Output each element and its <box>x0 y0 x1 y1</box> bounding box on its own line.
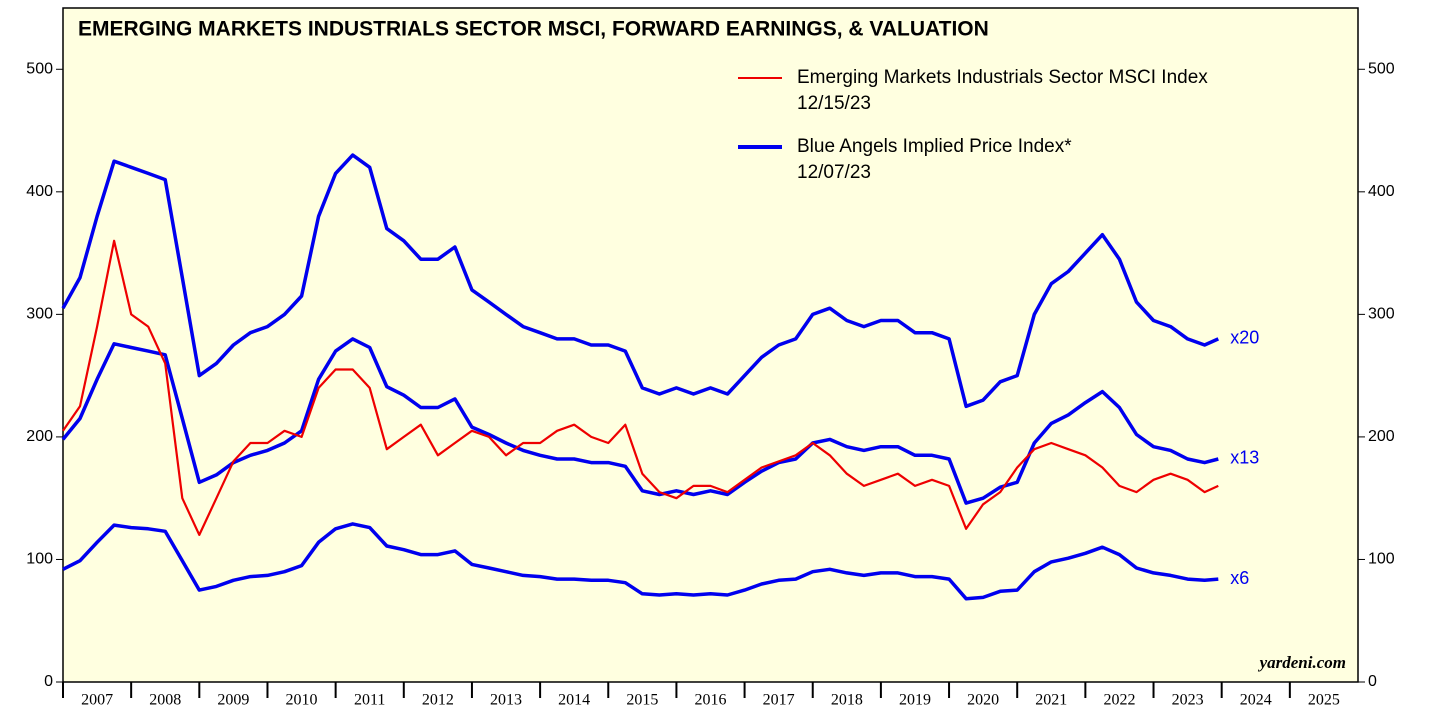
x-tick-label: 2022 <box>1103 692 1135 709</box>
legend-date: 12/07/23 <box>797 162 871 183</box>
legend-label: Emerging Markets Industrials Sector MSCI… <box>797 67 1208 88</box>
series-line <box>62 522 1219 601</box>
x-tick-label: 2020 <box>967 692 999 709</box>
y2-tick-label: 400 <box>1368 183 1395 200</box>
chart-title: EMERGING MARKETS INDUSTRIALS SECTOR MSCI… <box>78 18 989 41</box>
y-tick-label: 100 <box>26 551 53 568</box>
x-tick-label: 2018 <box>831 692 863 709</box>
plot-area <box>62 7 1359 683</box>
series-end-label: x13 <box>1230 448 1259 468</box>
x-tick-label: 2007 <box>81 692 113 709</box>
x-tick-label: 2008 <box>149 692 181 709</box>
y-tick-label: 0 <box>44 673 53 690</box>
y2-tick-label: 0 <box>1368 673 1377 690</box>
x-tick-label: 2025 <box>1308 692 1340 709</box>
x-tick-label: 2013 <box>490 692 522 709</box>
legend: Emerging Markets Industrials Sector MSCI… <box>738 67 1208 183</box>
series-end-label: x6 <box>1230 568 1249 588</box>
y2-tick-label: 500 <box>1368 60 1395 77</box>
series-line <box>61 153 1220 409</box>
x-tick-label: 2015 <box>626 692 658 709</box>
x-tick-label: 2014 <box>558 692 590 709</box>
x-tick-label: 2021 <box>1035 692 1067 709</box>
legend-label: Blue Angels Implied Price Index* <box>797 136 1072 157</box>
x-tick-label: 2019 <box>899 692 931 709</box>
y-tick-label: 300 <box>26 306 53 323</box>
x-tick-label: 2011 <box>354 692 385 709</box>
x-tick-label: 2017 <box>763 692 795 709</box>
y2-tick-label: 200 <box>1368 428 1395 445</box>
y2-tick-label: 100 <box>1368 551 1395 568</box>
y-tick-label: 400 <box>26 183 53 200</box>
y-tick-label: 200 <box>26 428 53 445</box>
x-tick-label: 2010 <box>286 692 318 709</box>
y-tick-label: 500 <box>26 60 53 77</box>
legend-date: 12/15/23 <box>797 93 871 114</box>
x-tick-label: 2009 <box>217 692 249 709</box>
x-tick-label: 2016 <box>695 692 727 709</box>
x-tick-label: 2023 <box>1172 692 1204 709</box>
watermark: yardeni.com <box>1258 653 1346 672</box>
series-end-label: x20 <box>1230 328 1259 348</box>
x-tick-label: 2024 <box>1240 692 1272 709</box>
x-tick-label: 2012 <box>422 692 454 709</box>
series-line <box>62 239 1219 536</box>
y2-tick-label: 300 <box>1368 306 1395 323</box>
